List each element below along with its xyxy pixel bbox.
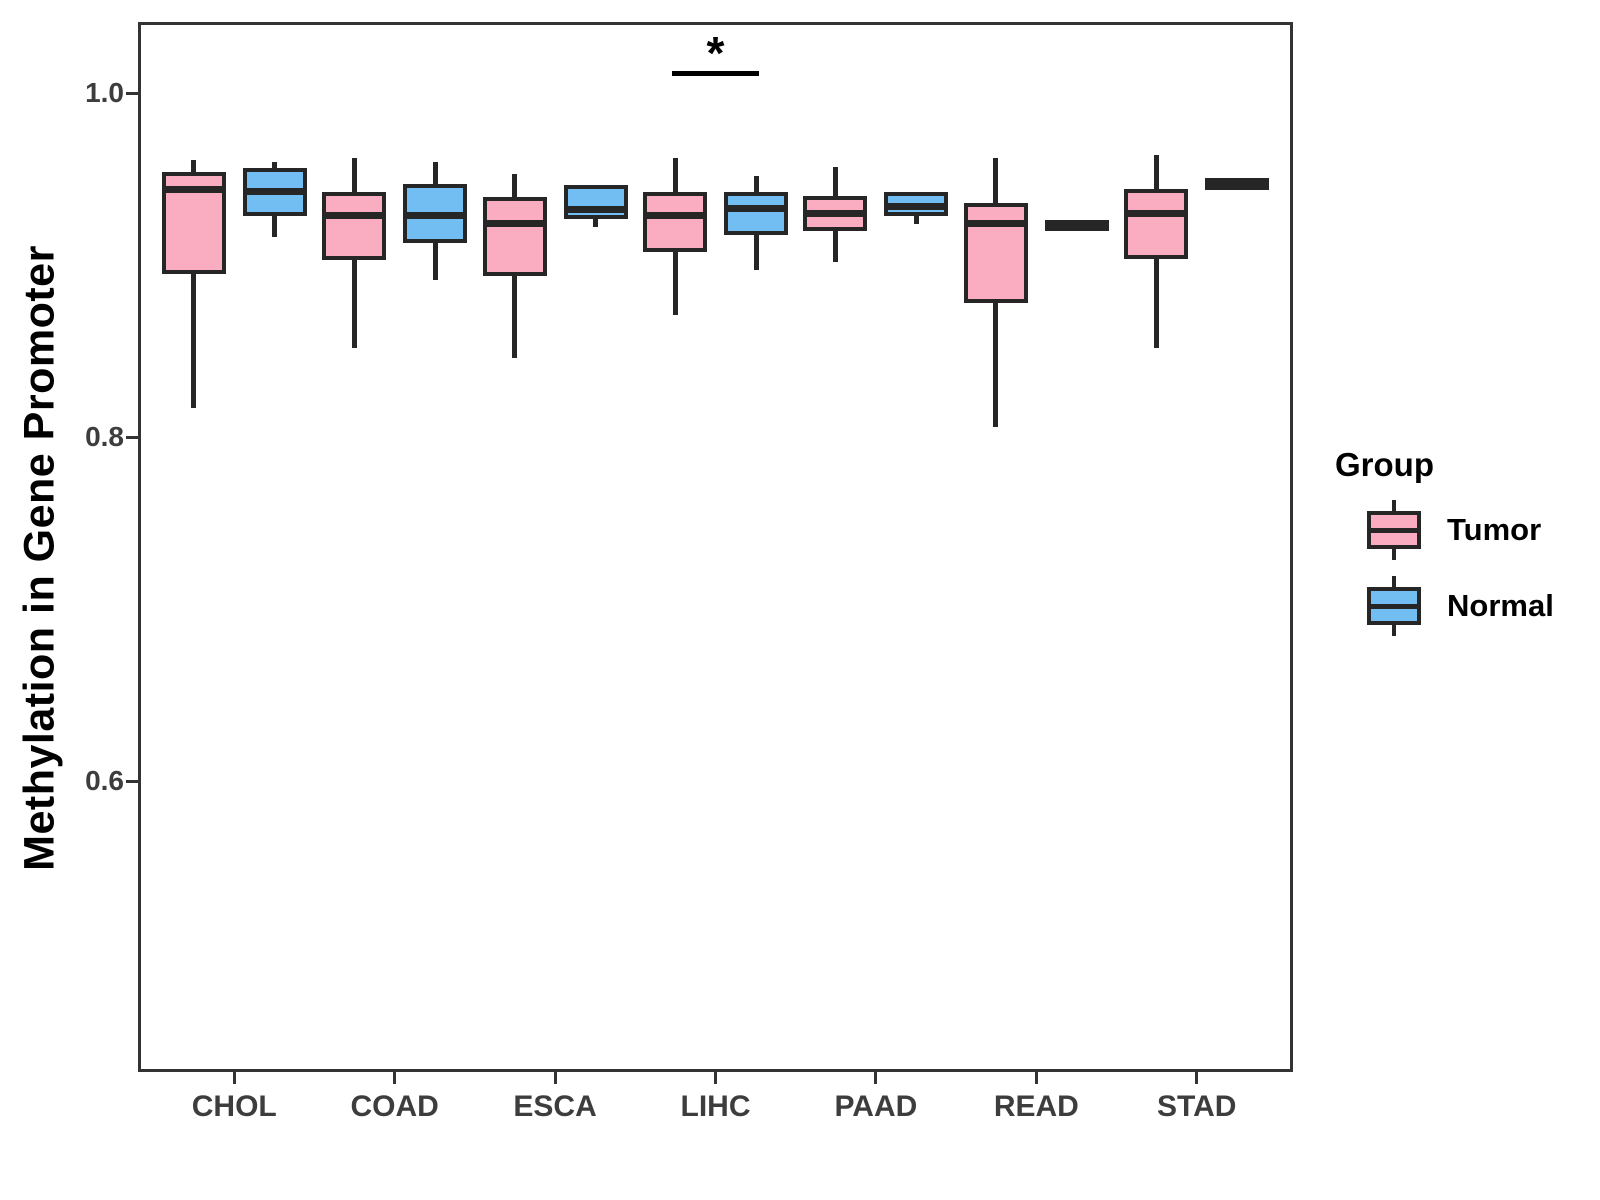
whisker-CHOL-Tumor bbox=[191, 160, 197, 408]
box-READ-Tumor bbox=[963, 202, 1028, 304]
x-tick-mark bbox=[1034, 1072, 1038, 1084]
tumor-boxplot-icon bbox=[1367, 500, 1421, 560]
median-LIHC-Normal bbox=[724, 204, 788, 212]
x-tick-label-STAD: STAD bbox=[1157, 1090, 1237, 1123]
y-tick-label-0.6: 0.6 bbox=[85, 765, 124, 796]
x-tick-label-CHOL: CHOL bbox=[191, 1090, 277, 1123]
y-tick-mark bbox=[126, 435, 138, 439]
median-ESCA-Tumor bbox=[482, 220, 547, 228]
x-tick-mark bbox=[874, 1072, 878, 1084]
y-tick-label-0.8: 0.8 bbox=[85, 421, 124, 452]
median-READ-Normal bbox=[1044, 221, 1109, 229]
x-tick-mark bbox=[553, 1072, 557, 1084]
legend-item-tumor: Tumor bbox=[1333, 500, 1554, 560]
significance-label: * bbox=[706, 27, 725, 79]
median-CHOL-Normal bbox=[242, 187, 307, 195]
legend-label-normal: Normal bbox=[1447, 588, 1554, 623]
x-tick-label-PAAD: PAAD bbox=[834, 1090, 918, 1123]
normal-boxplot-icon bbox=[1367, 576, 1421, 636]
box-ESCA-Normal bbox=[563, 185, 628, 220]
median-PAAD-Normal bbox=[884, 203, 949, 211]
x-tick-mark bbox=[1195, 1072, 1199, 1084]
significance-bar bbox=[672, 71, 759, 76]
y-tick-label-1.0: 1.0 bbox=[85, 77, 124, 108]
median-STAD-Tumor bbox=[1124, 209, 1189, 217]
box-ESCA-Tumor bbox=[482, 197, 547, 276]
median-LIHC-Tumor bbox=[643, 211, 707, 219]
box-LIHC-Normal bbox=[724, 192, 788, 235]
x-tick-label-LIHC: LIHC bbox=[680, 1090, 751, 1123]
median-ESCA-Normal bbox=[563, 206, 628, 214]
median-CHOL-Tumor bbox=[161, 185, 226, 193]
median-PAAD-Tumor bbox=[803, 209, 868, 217]
x-tick-mark bbox=[393, 1072, 397, 1084]
legend-title: Group bbox=[1335, 446, 1434, 483]
box-LIHC-Tumor bbox=[643, 192, 707, 252]
legend-item-normal: Normal bbox=[1333, 576, 1554, 636]
median-STAD-Normal bbox=[1205, 180, 1270, 188]
x-tick-label-ESCA: ESCA bbox=[513, 1090, 597, 1123]
y-axis-title: Methylation in Gene Promoter bbox=[15, 245, 64, 871]
plot-panel-border bbox=[138, 22, 1293, 1072]
y-tick-mark bbox=[126, 91, 138, 95]
median-COAD-Tumor bbox=[322, 211, 387, 219]
x-tick-label-COAD: COAD bbox=[350, 1090, 439, 1123]
median-READ-Tumor bbox=[963, 220, 1028, 228]
y-tick-mark bbox=[126, 779, 138, 783]
x-tick-mark bbox=[714, 1072, 717, 1084]
box-COAD-Tumor bbox=[322, 192, 387, 261]
legend: Group Tumor Normal bbox=[1333, 446, 1554, 636]
x-tick-mark bbox=[232, 1072, 236, 1084]
x-tick-label-READ: READ bbox=[993, 1090, 1079, 1123]
median-COAD-Normal bbox=[403, 211, 468, 219]
box-STAD-Tumor bbox=[1124, 188, 1189, 259]
legend-label-tumor: Tumor bbox=[1447, 512, 1542, 547]
